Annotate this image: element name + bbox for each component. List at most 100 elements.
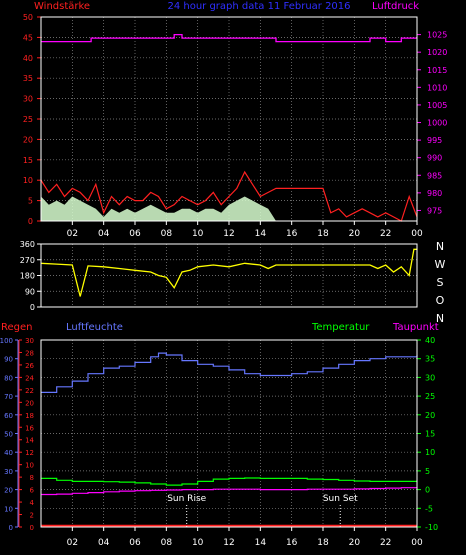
x-tick-label: 06: [129, 538, 141, 548]
x-tick-label: 04: [98, 538, 110, 548]
x-tick-label: 20: [349, 538, 361, 548]
wind-tick-label: 15: [23, 156, 33, 165]
pressure-tick-label: 985: [427, 171, 442, 180]
x-tick-label: 10: [192, 538, 204, 548]
wind-tick-label: 0: [28, 217, 33, 226]
pressure-tick-label: 980: [427, 189, 442, 198]
rain-tick-label: 14: [25, 437, 34, 445]
direction-label: N: [436, 240, 444, 253]
pressure-tick-label: 995: [427, 136, 442, 145]
temperature-tick-label: 30: [425, 373, 435, 382]
wind-speed-line: [40, 170, 418, 222]
wind-gust-area: [41, 196, 276, 221]
rain-tick-label: 22: [25, 387, 34, 395]
wind-tick-label: 5: [28, 197, 33, 206]
wind-tick-label: 40: [23, 54, 33, 63]
direction-tick-label: 180: [20, 272, 35, 281]
temperature-tick-label: 20: [425, 411, 435, 420]
rain-tick-label: 4: [30, 499, 35, 507]
chart-title: 24 hour graph data 11 Februar 2016: [167, 1, 350, 12]
wind-tick-label: 30: [23, 95, 33, 104]
humidity-tick-label: 0: [9, 524, 13, 532]
temperature-line: [41, 477, 417, 486]
dewpoint-title: Taupunkt: [392, 322, 439, 333]
humidity-title: Luftfeuchte: [66, 322, 123, 333]
x-tick-label: 18: [317, 538, 329, 548]
humidity-tick-label: 40: [4, 449, 13, 457]
pressure-title: Luftdruck: [372, 1, 419, 12]
rain-tick-label: 20: [25, 399, 34, 407]
direction-label: W: [435, 258, 446, 271]
pressure-tick-label: 990: [427, 154, 442, 163]
wind-tick-label: 50: [23, 13, 33, 22]
humidity-tick-label: 30: [4, 468, 13, 476]
temperature-tick-label: 25: [425, 392, 435, 401]
x-tick-label: 20: [349, 229, 361, 239]
rain-tick-label: 2: [30, 512, 34, 520]
temperature-tick-label: 15: [425, 430, 435, 439]
humidity-tick-label: 90: [4, 356, 13, 364]
temperature-tick-label: 0: [425, 486, 430, 495]
x-tick-label: 14: [255, 538, 267, 548]
x-tick-label: 14: [255, 229, 267, 239]
wind-direction-labels: N W S O N: [435, 240, 446, 325]
pressure-line: [41, 33, 417, 43]
temperature-tick-label: 35: [425, 355, 435, 364]
x-tick-label: 00: [411, 538, 423, 548]
direction-label: N: [436, 312, 444, 325]
series-layer: [40, 33, 418, 528]
x-tick-label: 02: [67, 538, 78, 548]
pressure-tick-label: 1010: [427, 83, 447, 92]
humidity-tick-label: 20: [4, 487, 13, 495]
pressure-tick-label: 1020: [427, 48, 447, 57]
wind-tick-label: 45: [23, 33, 33, 42]
x-tick-label: 22: [380, 229, 391, 239]
direction-label: O: [436, 294, 445, 307]
temperature-title: Temperatur: [311, 322, 370, 333]
x-tick-label: 08: [161, 538, 173, 548]
rain-title: Regen: [1, 322, 33, 333]
rain-tick-label: 16: [25, 424, 34, 432]
rain-tick-label: 28: [25, 349, 34, 357]
pressure-tick-label: 1025: [427, 31, 447, 40]
x-tick-label: 12: [223, 229, 234, 239]
x-tick-label: 16: [286, 229, 298, 239]
humidity-tick-label: 80: [4, 374, 13, 382]
direction-label: S: [437, 276, 444, 289]
temperature-tick-label: 10: [425, 448, 435, 457]
rain-tick-label: 0: [30, 524, 34, 532]
x-tick-label: 18: [317, 229, 329, 239]
axes-layer: [15, 16, 421, 531]
humidity-tick-label: 100: [0, 337, 13, 345]
x-tick-label: 08: [161, 229, 173, 239]
dewpoint-line: [41, 487, 418, 496]
wind-tick-label: 25: [23, 115, 33, 124]
pressure-tick-label: 1005: [427, 101, 447, 110]
rain-tick-label: 12: [25, 449, 34, 457]
rain-tick-label: 26: [25, 362, 34, 370]
temperature-tick-label: -5: [425, 504, 433, 513]
sunset-label: Sun Set: [323, 494, 358, 504]
rain-tick-label: 8: [30, 474, 34, 482]
temperature-tick-label: 40: [425, 336, 435, 345]
direction-tick-label: 270: [20, 256, 35, 265]
humidity-tick-label: 70: [4, 393, 13, 401]
humidity-tick-label: 10: [4, 505, 13, 513]
tick-labels-layer: 0510152025303540455097598098599099510001…: [0, 13, 447, 548]
wind-tick-label: 20: [23, 135, 33, 144]
x-tick-label: 04: [98, 229, 110, 239]
rain-tick-label: 30: [25, 337, 34, 345]
humidity-tick-label: 50: [4, 431, 13, 439]
humidity-tick-label: 60: [4, 412, 13, 420]
x-tick-label: 00: [411, 229, 423, 239]
wind-direction-plot-frame: [40, 243, 418, 308]
sunrise-label: Sun Rise: [167, 494, 206, 504]
x-tick-label: 12: [223, 538, 234, 548]
direction-tick-label: 90: [25, 287, 35, 296]
rain-tick-label: 24: [25, 374, 34, 382]
pressure-tick-label: 1000: [427, 119, 447, 128]
wind-speed-title: Windstärke: [34, 1, 90, 12]
rain-tick-label: 18: [25, 412, 34, 420]
humidity-line: [41, 352, 418, 393]
